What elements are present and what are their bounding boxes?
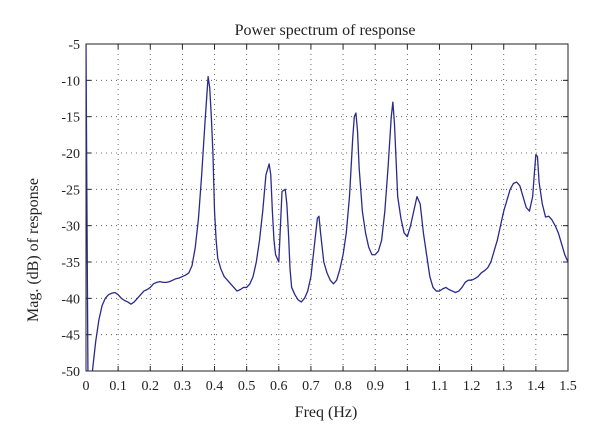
x-tick-label: 0.8 xyxy=(334,379,352,394)
y-tick-label: -50 xyxy=(61,365,80,380)
x-tick-label: 0.1 xyxy=(109,379,127,394)
y-tick-label: -20 xyxy=(61,147,80,162)
x-tick-labels: 0 0.1 0.2 0.3 0.4 0.5 0.6 0.7 0.8 0.9 1 1.1 1.2 1.3 1.… xyxy=(83,379,577,394)
x-tick-label: 0.6 xyxy=(270,379,288,394)
x-axis-title: Freq (Hz) xyxy=(295,404,358,421)
x-tick-label: 1.1 xyxy=(431,379,449,394)
x-tick-label: 0.5 xyxy=(238,379,256,394)
y-tick-label: -40 xyxy=(61,292,80,307)
x-tick-label: 1.5 xyxy=(559,379,577,394)
y-tick-label: -25 xyxy=(61,183,80,198)
y-tick-label: -10 xyxy=(61,74,80,89)
axis-ticks xyxy=(85,43,569,372)
x-tick-label: 0.9 xyxy=(366,379,384,394)
x-tick-label: 0.7 xyxy=(302,379,320,394)
x-tick-label: 1.4 xyxy=(527,379,545,394)
grid-lines xyxy=(86,44,568,371)
x-tick-label: 0.4 xyxy=(206,379,224,394)
y-tick-label: -45 xyxy=(61,329,80,344)
x-tick-label: 1.2 xyxy=(463,379,481,394)
y-tick-label: -30 xyxy=(61,220,80,235)
x-tick-label: 0.2 xyxy=(142,379,160,394)
x-tick-label: 0 xyxy=(83,379,90,394)
x-tick-label: 0.3 xyxy=(174,379,192,394)
y-tick-labels: -5 -10 -15 -20 -25 -30 -35 -40 -45 -50 xyxy=(61,38,80,380)
plot-frame xyxy=(85,43,569,372)
x-tick-label: 1 xyxy=(404,379,411,394)
y-axis-title: Mag. (dB) of response xyxy=(25,178,42,322)
y-tick-label: -35 xyxy=(61,256,80,271)
series-line xyxy=(86,44,568,371)
x-tick-label: 1.3 xyxy=(495,379,513,394)
y-tick-label: -15 xyxy=(61,111,80,126)
y-tick-label: -5 xyxy=(68,38,80,53)
chart-title: Power spectrum of response xyxy=(235,22,416,39)
